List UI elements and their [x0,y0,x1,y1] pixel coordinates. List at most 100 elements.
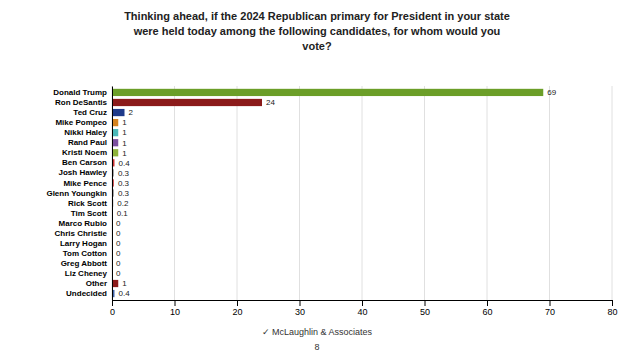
x-tick: 70 [545,300,555,317]
y-tick-label: Tim Scott [71,209,108,218]
x-tick: 0 [110,300,115,317]
x-tick-mark [487,300,488,306]
grid-line [174,86,175,300]
y-tick-label: Undecided [66,289,107,298]
y-tick-label: Tom Cotton [63,249,107,258]
x-tick-label: 20 [232,307,242,317]
x-tick-label: 50 [420,307,430,317]
y-tick-label: Rick Scott [68,199,107,208]
y-tick-label: Other [86,279,107,288]
y-tick-label: Ben Carson [62,158,107,167]
grid-line [362,86,363,300]
grid-line [424,86,425,300]
title-line: Thinking ahead, if the 2024 Republican p… [124,10,510,22]
title-line: were held today among the following cand… [133,25,501,37]
data-label: 0.4 [119,289,131,298]
y-axis: Donald TrumpRon DeSantisTed CruzMike Pom… [46,87,112,301]
bars [112,89,543,297]
x-tick-label: 70 [545,307,555,317]
data-label: 0 [116,249,121,258]
y-tick-label: Josh Hawley [59,168,108,177]
data-label: 1 [122,279,127,288]
data-label: 0.1 [117,209,129,218]
grid-line [549,86,550,300]
y-tick: Ted Cruz [73,108,112,117]
data-label: 0 [116,259,121,268]
title-line: vote? [302,40,332,52]
y-tick-label: Donald Trump [53,88,107,97]
data-label: 0 [116,239,121,248]
data-label: 0.3 [118,179,130,188]
y-tick: Chris Christie [55,229,112,238]
y-tick: Tim Scott [71,209,112,218]
y-tick: Undecided [66,289,112,298]
x-tick-label: 30 [295,307,305,317]
y-tick: Josh Hawley [59,168,112,177]
x-tick: 50 [420,300,430,317]
x-tick-label: 40 [357,307,367,317]
grid-line [487,86,488,300]
annotation: ✓ McLaughlin & Associates [262,327,373,337]
data-label: 1 [122,139,127,148]
y-tick: Liz Cheney [65,269,112,278]
grid-line [112,86,113,300]
y-tick-label: Liz Cheney [65,269,108,278]
data-label: 1 [122,128,127,137]
y-tick-label: Ron DeSantis [55,98,108,107]
bar [112,89,543,96]
y-axis-line [112,87,113,301]
x-tick-label: 80 [607,307,617,317]
x-tick-mark [112,300,113,306]
y-tick: Nikki Haley [64,128,112,137]
bar [112,109,125,116]
y-tick-label: Greg Abbott [61,259,108,268]
y-tick-label: Kristi Noem [62,148,107,157]
y-tick: Ron DeSantis [55,98,112,107]
y-tick: Other [86,279,112,288]
y-tick-label: Mike Pence [63,179,107,188]
grid-line [612,86,613,300]
plot: 6924211110.40.30.30.30.20.100000010.4010… [46,86,617,317]
x-tick-mark [175,300,176,306]
x-tick-mark [300,300,301,306]
data-label: 0.4 [119,159,131,168]
data-label: 0.3 [118,169,130,178]
y-tick: Larry Hogan [60,239,112,248]
x-tick-mark [425,300,426,306]
data-label: 1 [122,118,127,127]
x-tick-mark [550,300,551,306]
x-tick-label: 60 [482,307,492,317]
grid-line [299,86,300,300]
title: Thinking ahead, if the 2024 Republican p… [124,10,510,52]
x-tick-label: 10 [170,307,180,317]
y-tick: Marco Rubio [59,219,112,228]
x-axis-line [113,301,613,307]
y-tick-label: Mike Pompeo [55,118,107,127]
y-tick-label: Ted Cruz [73,108,107,117]
x-tick-mark [612,300,613,306]
data-label: 0.3 [118,189,130,198]
x-tick: 80 [607,300,617,317]
y-tick-label: Rand Paul [68,138,107,147]
y-tick-label: Larry Hogan [60,239,107,248]
y-tick: Greg Abbott [61,259,112,268]
x-tick-mark [237,300,238,306]
y-tick: Kristi Noem [62,148,112,157]
chart: Thinking ahead, if the 2024 Republican p… [0,0,634,357]
y-tick: Tom Cotton [63,249,112,258]
y-tick: Mike Pompeo [55,118,112,127]
y-tick: Glenn Youngkin [46,189,112,198]
x-tick: 40 [357,300,367,317]
data-label: 2 [129,108,134,117]
x-axis: 0 10 20 30 40 50 60 70 80 [110,300,618,317]
data-labels: 6924211110.40.30.30.30.20.100000010.4 [116,88,557,298]
data-label: 69 [547,88,556,97]
x-tick: 20 [232,300,242,317]
y-tick: Donald Trump [53,88,112,97]
data-label: 0 [116,219,121,228]
data-label: 0 [116,269,121,278]
y-tick-label: Chris Christie [55,229,108,238]
x-tick: 60 [482,300,492,317]
grid-line [237,86,238,300]
x-tick: 30 [295,300,305,317]
